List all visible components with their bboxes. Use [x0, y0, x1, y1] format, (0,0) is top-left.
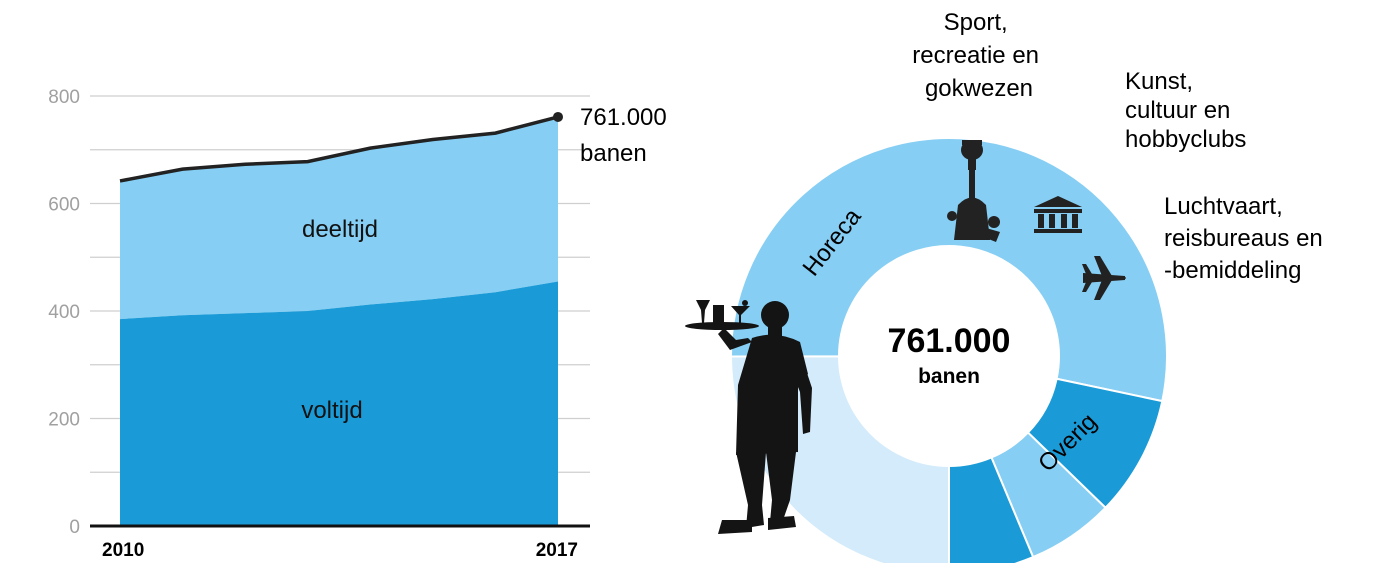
area-deeltijd — [120, 116, 558, 320]
area-series — [120, 116, 558, 526]
fountain-sculpture-icon — [947, 140, 1000, 242]
area-voltijd — [120, 281, 558, 526]
total-line — [119, 115, 559, 183]
donut-center-unit: banen — [918, 365, 980, 388]
y-tick-label: 800 — [48, 87, 80, 108]
area-chart: 0 200 400 600 800 2010 2017 deeltijd voltijd… — [48, 87, 666, 561]
slice-label-line: gokwezen — [925, 75, 1033, 102]
slice-label-line: -bemiddeling — [1164, 257, 1301, 284]
slice-label-line: hobbyclubs — [1125, 126, 1246, 153]
series-label-voltijd: voltijd — [301, 397, 362, 424]
slice-label-luchtvaart: Luchtvaart, reisbureaus en -bemiddeling — [1164, 193, 1329, 284]
end-annotation-value: 761.000 — [580, 104, 667, 131]
series-label-deeltijd: deeltijd — [302, 216, 378, 243]
slice-label-line: Sport, — [944, 9, 1008, 36]
airplane-icon — [1082, 256, 1126, 300]
slice-label-line: Luchtvaart, — [1164, 193, 1283, 220]
y-tick-label: 400 — [48, 302, 80, 323]
donut-chart: 761.000 banen Horeca Overig Sport, recre… — [685, 9, 1329, 563]
x-tick-label: 2010 — [102, 540, 144, 561]
y-tick-label: 0 — [69, 517, 80, 538]
donut-hole — [839, 246, 1059, 466]
waiter-silhouette-icon — [685, 300, 812, 534]
slice-label-line: Kunst, — [1125, 68, 1193, 95]
total-end-dot — [553, 111, 563, 122]
slice-label-kunst: Kunst, cultuur en hobbyclubs — [1125, 68, 1246, 153]
y-tick-label: 600 — [48, 195, 80, 216]
x-tick-labels: 2010 2017 — [102, 540, 578, 561]
museum-icon — [1034, 196, 1082, 233]
slice-label-sport: Sport, recreatie en gokwezen — [912, 9, 1045, 102]
x-tick-label: 2017 — [536, 540, 578, 561]
end-annotation-unit: banen — [580, 140, 647, 167]
donut-center-value: 761.000 — [888, 322, 1011, 360]
y-tick-label: 200 — [48, 410, 80, 431]
slice-label-line: recreatie en — [912, 42, 1039, 69]
slice-label-line: cultuur en — [1125, 97, 1230, 124]
slice-label-line: reisbureaus en — [1164, 225, 1323, 252]
y-tick-labels: 0 200 400 600 800 — [48, 87, 80, 538]
